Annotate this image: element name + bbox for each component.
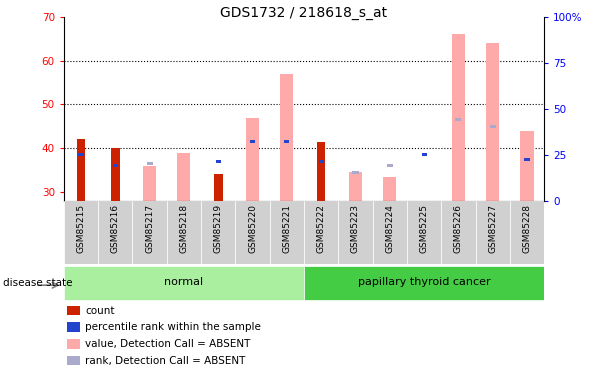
Bar bbox=[285, 140, 289, 143]
Bar bbox=[510, 201, 544, 264]
Text: GSM85222: GSM85222 bbox=[317, 204, 326, 253]
Bar bbox=[112, 164, 118, 167]
Bar bbox=[452, 34, 465, 201]
Bar bbox=[64, 266, 304, 300]
Text: normal: normal bbox=[164, 278, 204, 287]
Bar bbox=[201, 201, 235, 264]
Bar bbox=[167, 201, 201, 264]
Bar bbox=[178, 153, 190, 201]
Bar bbox=[67, 356, 80, 366]
Bar bbox=[489, 125, 496, 128]
Text: GSM85225: GSM85225 bbox=[420, 204, 429, 253]
Text: GSM85218: GSM85218 bbox=[179, 204, 188, 253]
Bar bbox=[304, 266, 544, 300]
Bar bbox=[304, 201, 338, 264]
Text: GDS1732 / 218618_s_at: GDS1732 / 218618_s_at bbox=[221, 6, 387, 20]
Bar bbox=[250, 140, 255, 143]
Bar bbox=[421, 153, 427, 156]
Bar bbox=[383, 177, 396, 201]
Bar bbox=[455, 118, 461, 121]
Bar bbox=[143, 166, 156, 201]
Bar bbox=[387, 164, 393, 167]
Text: GSM85217: GSM85217 bbox=[145, 204, 154, 253]
Bar bbox=[147, 162, 152, 165]
Bar bbox=[77, 140, 85, 201]
Text: GSM85223: GSM85223 bbox=[351, 204, 360, 253]
Text: GSM85219: GSM85219 bbox=[214, 204, 223, 253]
Text: GSM85228: GSM85228 bbox=[522, 204, 531, 253]
Text: disease state: disease state bbox=[3, 278, 72, 288]
Bar bbox=[64, 201, 98, 264]
Text: rank, Detection Call = ABSENT: rank, Detection Call = ABSENT bbox=[86, 356, 246, 366]
Text: count: count bbox=[86, 306, 115, 316]
Text: GSM85220: GSM85220 bbox=[248, 204, 257, 253]
Text: GSM85224: GSM85224 bbox=[385, 204, 394, 253]
Bar bbox=[525, 158, 530, 160]
Bar bbox=[67, 339, 80, 349]
Bar bbox=[133, 201, 167, 264]
Text: value, Detection Call = ABSENT: value, Detection Call = ABSENT bbox=[86, 339, 251, 349]
Text: percentile rank within the sample: percentile rank within the sample bbox=[86, 322, 261, 333]
Bar bbox=[246, 117, 259, 201]
Bar bbox=[98, 201, 133, 264]
Bar bbox=[486, 43, 499, 201]
Bar bbox=[338, 201, 373, 264]
Bar bbox=[270, 201, 304, 264]
Text: papillary thyroid cancer: papillary thyroid cancer bbox=[358, 278, 491, 287]
Bar bbox=[235, 201, 270, 264]
Bar bbox=[280, 74, 294, 201]
Bar bbox=[216, 160, 221, 163]
Bar bbox=[317, 142, 325, 201]
Bar bbox=[520, 130, 534, 201]
Bar bbox=[78, 153, 83, 156]
Text: GSM85227: GSM85227 bbox=[488, 204, 497, 253]
Bar bbox=[349, 172, 362, 201]
Bar bbox=[67, 322, 80, 332]
Bar bbox=[475, 201, 510, 264]
Text: GSM85216: GSM85216 bbox=[111, 204, 120, 253]
Bar bbox=[147, 162, 153, 165]
Text: GSM85221: GSM85221 bbox=[282, 204, 291, 253]
Bar bbox=[353, 171, 359, 174]
Text: GSM85226: GSM85226 bbox=[454, 204, 463, 253]
Bar bbox=[319, 160, 323, 163]
Bar bbox=[441, 201, 475, 264]
Text: GSM85215: GSM85215 bbox=[77, 204, 86, 253]
Bar bbox=[214, 174, 223, 201]
Bar bbox=[407, 201, 441, 264]
Bar bbox=[67, 306, 80, 315]
Bar bbox=[111, 148, 120, 201]
Bar bbox=[373, 201, 407, 264]
